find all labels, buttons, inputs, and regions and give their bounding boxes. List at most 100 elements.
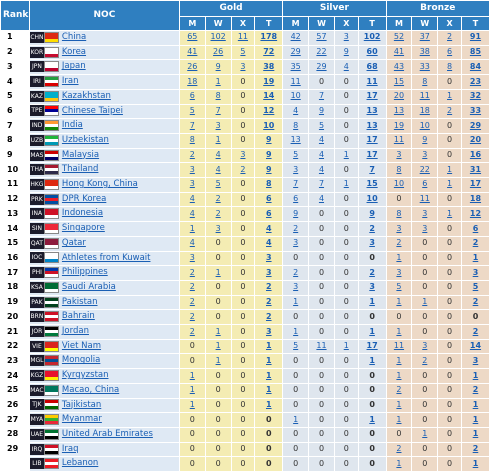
silver-w-cell[interactable]: 4: [309, 148, 334, 163]
silver-t-cell[interactable]: 3: [358, 280, 386, 295]
gold-m-cell[interactable]: 26: [179, 60, 205, 75]
bronze-x-cell[interactable]: 1: [438, 207, 461, 222]
bronze-m-cell[interactable]: 8: [386, 163, 412, 178]
bronze-t-cell[interactable]: 3: [461, 266, 489, 280]
bronze-m-cell[interactable]: 41: [386, 45, 412, 60]
gold-m-cell[interactable]: 2: [179, 148, 205, 163]
gold-w-cell[interactable]: 4: [205, 148, 231, 163]
silver-m-cell[interactable]: 42: [283, 31, 309, 45]
bronze-t-cell[interactable]: 3: [461, 354, 489, 369]
gold-m-cell[interactable]: 6: [179, 89, 205, 104]
silver-m-cell[interactable]: 7: [283, 178, 309, 192]
gold-t-cell[interactable]: 6: [255, 192, 283, 207]
country-link[interactable]: Hong Kong, China: [61, 179, 138, 190]
silver-m-cell[interactable]: 10: [283, 89, 309, 104]
bronze-t-cell[interactable]: 12: [461, 207, 489, 222]
silver-m-cell[interactable]: 3: [283, 236, 309, 251]
gold-m-cell[interactable]: 2: [179, 325, 205, 339]
bronze-w-cell[interactable]: 22: [412, 163, 438, 178]
gold-w-cell[interactable]: 8: [205, 89, 231, 104]
bronze-w-cell[interactable]: 2: [412, 354, 438, 369]
bronze-t-cell[interactable]: 23: [461, 75, 489, 89]
country-link[interactable]: Uzbekistan: [61, 134, 109, 145]
country-link[interactable]: Singapore: [61, 223, 105, 234]
silver-w-cell[interactable]: 4: [309, 163, 334, 178]
country-link[interactable]: Malaysia: [61, 149, 100, 160]
country-link[interactable]: Macao, China: [61, 384, 120, 395]
silver-m-cell[interactable]: 29: [283, 45, 309, 60]
bronze-x-cell[interactable]: 1: [438, 89, 461, 104]
bronze-t-cell[interactable]: 2: [461, 383, 489, 398]
bronze-x-cell[interactable]: 2: [438, 31, 461, 45]
gold-w-cell[interactable]: 1: [205, 354, 231, 369]
silver-x-cell[interactable]: 1: [334, 178, 358, 192]
bronze-m-cell[interactable]: 11: [386, 133, 412, 148]
silver-m-cell[interactable]: 2: [283, 222, 309, 236]
silver-t-cell[interactable]: 17: [358, 339, 386, 354]
silver-m-cell[interactable]: 2: [283, 266, 309, 280]
gold-w-cell[interactable]: 4: [205, 163, 231, 178]
silver-t-cell[interactable]: 13: [358, 119, 386, 133]
gold-m-cell[interactable]: 1: [179, 383, 205, 398]
gold-t-cell[interactable]: 1: [255, 369, 283, 383]
bronze-m-cell[interactable]: 1: [386, 295, 412, 310]
bronze-t-cell[interactable]: 31: [461, 163, 489, 178]
country-link[interactable]: India: [61, 120, 83, 131]
country-link[interactable]: China: [61, 32, 87, 42]
country-link[interactable]: Jordan: [61, 326, 89, 337]
silver-t-cell[interactable]: 15: [358, 178, 386, 192]
silver-x-cell[interactable]: 3: [334, 31, 358, 45]
gold-w-cell[interactable]: 26: [205, 45, 231, 60]
silver-t-cell[interactable]: 3: [358, 236, 386, 251]
bronze-m-cell[interactable]: 5: [386, 280, 412, 295]
gold-t-cell[interactable]: 1: [255, 339, 283, 354]
silver-t-cell[interactable]: 17: [358, 148, 386, 163]
silver-t-cell[interactable]: 60: [358, 45, 386, 60]
bronze-t-cell[interactable]: 1: [461, 427, 489, 442]
silver-t-cell[interactable]: 2: [358, 266, 386, 280]
gold-t-cell[interactable]: 3: [255, 325, 283, 339]
bronze-t-cell[interactable]: 29: [461, 119, 489, 133]
gold-t-cell[interactable]: 4: [255, 236, 283, 251]
bronze-m-cell[interactable]: 15: [386, 75, 412, 89]
silver-x-cell[interactable]: 1: [334, 339, 358, 354]
silver-m-cell[interactable]: 9: [283, 207, 309, 222]
bronze-t-cell[interactable]: 1: [461, 457, 489, 472]
country-link[interactable]: Iran: [61, 76, 79, 87]
bronze-m-cell[interactable]: 8: [386, 207, 412, 222]
bronze-t-cell[interactable]: 6: [461, 222, 489, 236]
bronze-m-cell[interactable]: 2: [386, 442, 412, 457]
bronze-t-cell[interactable]: 1: [461, 413, 489, 427]
gold-t-cell[interactable]: 12: [255, 104, 283, 119]
silver-t-cell[interactable]: 13: [358, 104, 386, 119]
country-link[interactable]: Mongolia: [61, 355, 101, 366]
silver-m-cell[interactable]: 3: [283, 163, 309, 178]
bronze-m-cell[interactable]: 3: [386, 148, 412, 163]
bronze-t-cell[interactable]: 91: [461, 31, 489, 45]
gold-w-cell[interactable]: 5: [205, 178, 231, 192]
country-link[interactable]: Thailand: [61, 164, 99, 175]
gold-m-cell[interactable]: 4: [179, 236, 205, 251]
silver-t-cell[interactable]: 1: [358, 413, 386, 427]
gold-m-cell[interactable]: 18: [179, 75, 205, 89]
bronze-t-cell[interactable]: 14: [461, 339, 489, 354]
bronze-m-cell[interactable]: 43: [386, 60, 412, 75]
silver-w-cell[interactable]: 9: [309, 104, 334, 119]
country-link[interactable]: Philippines: [61, 267, 108, 278]
bronze-t-cell[interactable]: 2: [461, 325, 489, 339]
gold-m-cell[interactable]: 65: [179, 31, 205, 45]
gold-m-cell[interactable]: 2: [179, 310, 205, 325]
bronze-m-cell[interactable]: 52: [386, 31, 412, 45]
silver-w-cell[interactable]: 5: [309, 119, 334, 133]
gold-w-cell[interactable]: 102: [205, 31, 231, 45]
gold-m-cell[interactable]: 2: [179, 280, 205, 295]
bronze-w-cell[interactable]: 10: [412, 119, 438, 133]
silver-t-cell[interactable]: 7: [358, 163, 386, 178]
silver-w-cell[interactable]: 22: [309, 45, 334, 60]
bronze-m-cell[interactable]: 2: [386, 383, 412, 398]
silver-m-cell[interactable]: 11: [283, 75, 309, 89]
country-link[interactable]: United Arab Emirates: [61, 428, 153, 439]
bronze-m-cell[interactable]: 1: [386, 325, 412, 339]
silver-t-cell[interactable]: 2: [358, 222, 386, 236]
bronze-w-cell[interactable]: 3: [412, 339, 438, 354]
